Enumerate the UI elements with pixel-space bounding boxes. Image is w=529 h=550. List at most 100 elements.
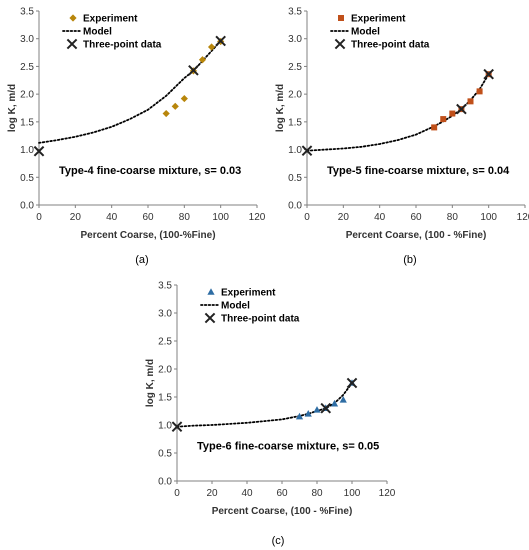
three-point-marker [33, 145, 45, 157]
chart-1: 0.0 0.5 1.0 1.5 2.0 2.5 3.0 3.5 0 20 40 60 80 100 120 P… [7, 7, 266, 267]
three-point-marker [320, 402, 332, 414]
three-point-marker [483, 68, 494, 80]
legend-model-label: Model [83, 27, 112, 38]
x-tick-label: 0 [174, 488, 180, 499]
legend-experiment-marker [338, 15, 344, 21]
y-tick-label: 0.0 [158, 477, 172, 488]
experiment-point [339, 396, 347, 403]
legend-three-point-label: Three-point data [351, 40, 430, 51]
x-tick-label: 100 [480, 212, 497, 223]
x-tick-label: 0 [304, 212, 310, 223]
legend-three-point-label: Three-point data [83, 40, 162, 51]
y-tick-label: 2.5 [288, 62, 302, 73]
y-tick-label: 2.0 [158, 365, 172, 376]
y-tick-label: 1.0 [158, 421, 172, 432]
legend-experiment-label: Experiment [221, 288, 276, 299]
y-tick-label: 2.5 [20, 62, 34, 73]
y-tick-label: 3.5 [158, 281, 172, 292]
experiment-point [162, 109, 170, 118]
x-axis-label: Percent Coarse, (100 - %Fine) [212, 506, 353, 517]
chart-caption: (c) [272, 535, 285, 547]
y-axis-label: log K, m/d [275, 84, 286, 132]
y-tick-label: 1.5 [288, 117, 302, 128]
y-tick-label: 0.0 [288, 201, 302, 212]
y-tick-label: 3.0 [158, 309, 172, 320]
experiment-point [180, 94, 188, 103]
experiment-point [431, 124, 438, 131]
model-curve [306, 73, 490, 152]
model-curve [38, 40, 222, 144]
legend: Experiment Model Three-point data [330, 14, 430, 51]
legend-model-label: Model [351, 27, 380, 38]
y-axis-label: log K, m/d [7, 84, 18, 132]
chart-caption: (a) [135, 254, 148, 266]
y-tick-label: 0.0 [20, 201, 34, 212]
three-point-marker [346, 377, 358, 389]
experiment-point [171, 102, 179, 110]
y-tick-label: 0.5 [158, 449, 172, 460]
legend-experiment-marker [69, 14, 77, 22]
legend-three-point-marker [66, 38, 78, 50]
legend-experiment-label: Experiment [351, 14, 406, 25]
y-axis-label: log K, m/d [145, 359, 156, 407]
x-axis-label: Percent Coarse, (100 - %Fine) [346, 230, 487, 241]
experiment-point [313, 406, 321, 413]
legend-three-point-marker [334, 38, 346, 50]
y-tick-label: 1.0 [288, 145, 302, 156]
experiment-point [440, 116, 447, 123]
x-tick-label: 20 [206, 488, 218, 499]
three-point-marker [456, 103, 467, 115]
chart-3: 0.0 0.5 1.0 1.5 2.0 2.5 3.0 3.5 0 20 40 60 80 100 120 P… [145, 281, 396, 548]
chart-2: 0.0 0.5 1.0 1.5 2.0 2.5 3.0 3.5 0 20 40 60 80 100 120 P… [275, 7, 529, 267]
y-tick-label: 0.5 [288, 173, 302, 184]
chart-caption: (b) [403, 254, 416, 266]
x-tick-label: 120 [249, 212, 266, 223]
legend: Experiment Model Three-point data [62, 14, 162, 51]
experiment-point [207, 43, 216, 51]
x-tick-label: 40 [106, 212, 118, 223]
three-point-marker [301, 145, 313, 156]
x-tick-label: 60 [276, 488, 288, 499]
legend-model-label: Model [221, 301, 250, 312]
experiment-point [295, 412, 304, 420]
experiment-point [476, 88, 483, 95]
x-tick-label: 0 [36, 212, 42, 223]
three-point-marker [188, 65, 199, 76]
x-tick-label: 40 [241, 488, 253, 499]
chart-annotation: Type-6 fine-coarse mixture, s= 0.05 [197, 441, 379, 453]
x-tick-label: 120 [379, 488, 396, 499]
legend-three-point-label: Three-point data [221, 314, 300, 325]
x-tick-label: 120 [517, 212, 529, 223]
legend: Experiment Model Three-point data [200, 288, 300, 325]
x-axis-label: Percent Coarse, (100-%Fine) [80, 230, 215, 241]
y-tick-label: 1.5 [20, 117, 34, 128]
experiment-point [467, 98, 474, 105]
experiment-point [330, 399, 339, 407]
x-tick-label: 100 [344, 488, 361, 499]
x-tick-label: 20 [70, 212, 82, 223]
x-tick-label: 60 [410, 212, 422, 223]
three-point-marker [215, 35, 226, 47]
three-point-marker [171, 421, 183, 432]
y-tick-label: 1.5 [158, 393, 172, 404]
x-tick-label: 60 [142, 212, 154, 223]
legend-three-point-marker [204, 312, 216, 324]
x-tick-label: 80 [179, 212, 191, 223]
y-tick-label: 3.5 [288, 7, 302, 18]
x-tick-label: 40 [374, 212, 386, 223]
y-tick-label: 2.5 [158, 337, 172, 348]
y-tick-label: 1.0 [20, 145, 34, 156]
x-tick-label: 100 [212, 212, 229, 223]
y-tick-label: 2.0 [288, 90, 302, 101]
chart-annotation: Type-5 fine-coarse mixture, s= 0.04 [327, 165, 510, 177]
legend-experiment-marker [207, 288, 215, 295]
x-tick-label: 80 [311, 488, 323, 499]
x-tick-label: 80 [447, 212, 459, 223]
y-tick-label: 3.0 [288, 34, 302, 45]
experiment-point [304, 410, 312, 417]
experiment-point [198, 56, 207, 64]
y-tick-label: 2.0 [20, 90, 34, 101]
y-tick-label: 3.0 [20, 34, 34, 45]
x-tick-label: 20 [338, 212, 350, 223]
y-tick-label: 3.5 [20, 7, 34, 18]
